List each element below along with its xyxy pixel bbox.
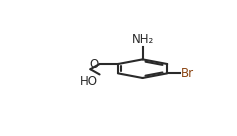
Text: O: O	[89, 58, 99, 71]
Text: NH₂: NH₂	[132, 33, 154, 46]
Text: HO: HO	[80, 75, 98, 89]
Text: Br: Br	[181, 67, 194, 80]
